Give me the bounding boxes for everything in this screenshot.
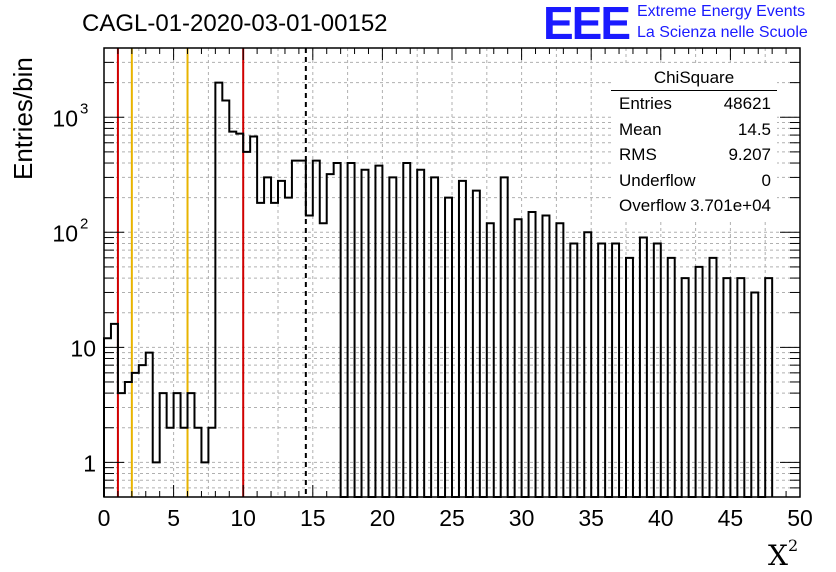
stats-key: Entries	[619, 94, 672, 113]
stats-row: RMS 9.207	[611, 142, 777, 168]
x-tick-label: 20	[370, 505, 396, 531]
stats-key: Underflow	[619, 170, 696, 190]
y-axis-label: Entries/bin	[8, 57, 38, 180]
x-tick-label: 10	[230, 505, 256, 531]
logo-line-1: Extreme Energy Events	[637, 3, 806, 20]
stats-value: 3.701e+04	[690, 196, 771, 215]
y-tick-label: 1	[83, 450, 96, 476]
stats-key: Overflow	[619, 196, 687, 215]
stats-row: Underflow 0	[611, 168, 777, 194]
y-tick-label: 10	[52, 105, 78, 131]
stats-row: Entries 48621	[611, 91, 777, 117]
x-tick-label: 40	[648, 505, 674, 531]
chart-title: CAGL-01-2020-03-01-00152	[82, 10, 388, 37]
stats-key: Mean	[619, 119, 662, 139]
x-tick-label: 50	[787, 505, 813, 531]
x-tick-label: 35	[578, 505, 604, 531]
x-axis-label: X2	[768, 536, 798, 572]
stats-value: 9.207	[728, 145, 771, 164]
x-tick-label: 45	[718, 505, 744, 531]
x-axis-label-superscript: 2	[787, 536, 799, 555]
stats-row: Overflow 3.701e+04	[611, 193, 777, 219]
x-tick-label: 0	[98, 505, 111, 531]
eee-logo: EEE	[543, 0, 631, 49]
stats-value: 14.5	[737, 119, 771, 139]
stats-title: ChiSquare	[611, 66, 777, 91]
x-tick-label: 15	[300, 505, 326, 531]
stats-value: 48621	[723, 94, 771, 113]
stats-key: RMS	[619, 145, 657, 164]
stats-value: 0	[761, 170, 771, 190]
x-tick-label: 5	[167, 505, 180, 531]
y-tick-label: 10	[52, 220, 78, 246]
y-tick-label: 10	[70, 335, 96, 361]
y-tick-exponent: 2	[80, 215, 88, 232]
x-tick-label: 30	[509, 505, 535, 531]
y-tick-exponent: 3	[80, 100, 88, 117]
stats-box: ChiSquare Entries 48621 Mean 14.5 RMS 9.207…	[611, 66, 777, 219]
x-axis-label-base: X	[768, 539, 788, 572]
stats-row: Mean 14.5	[611, 117, 777, 143]
logo-line-2: La Scienza nelle Scuole	[637, 24, 808, 41]
x-tick-label: 25	[439, 505, 465, 531]
